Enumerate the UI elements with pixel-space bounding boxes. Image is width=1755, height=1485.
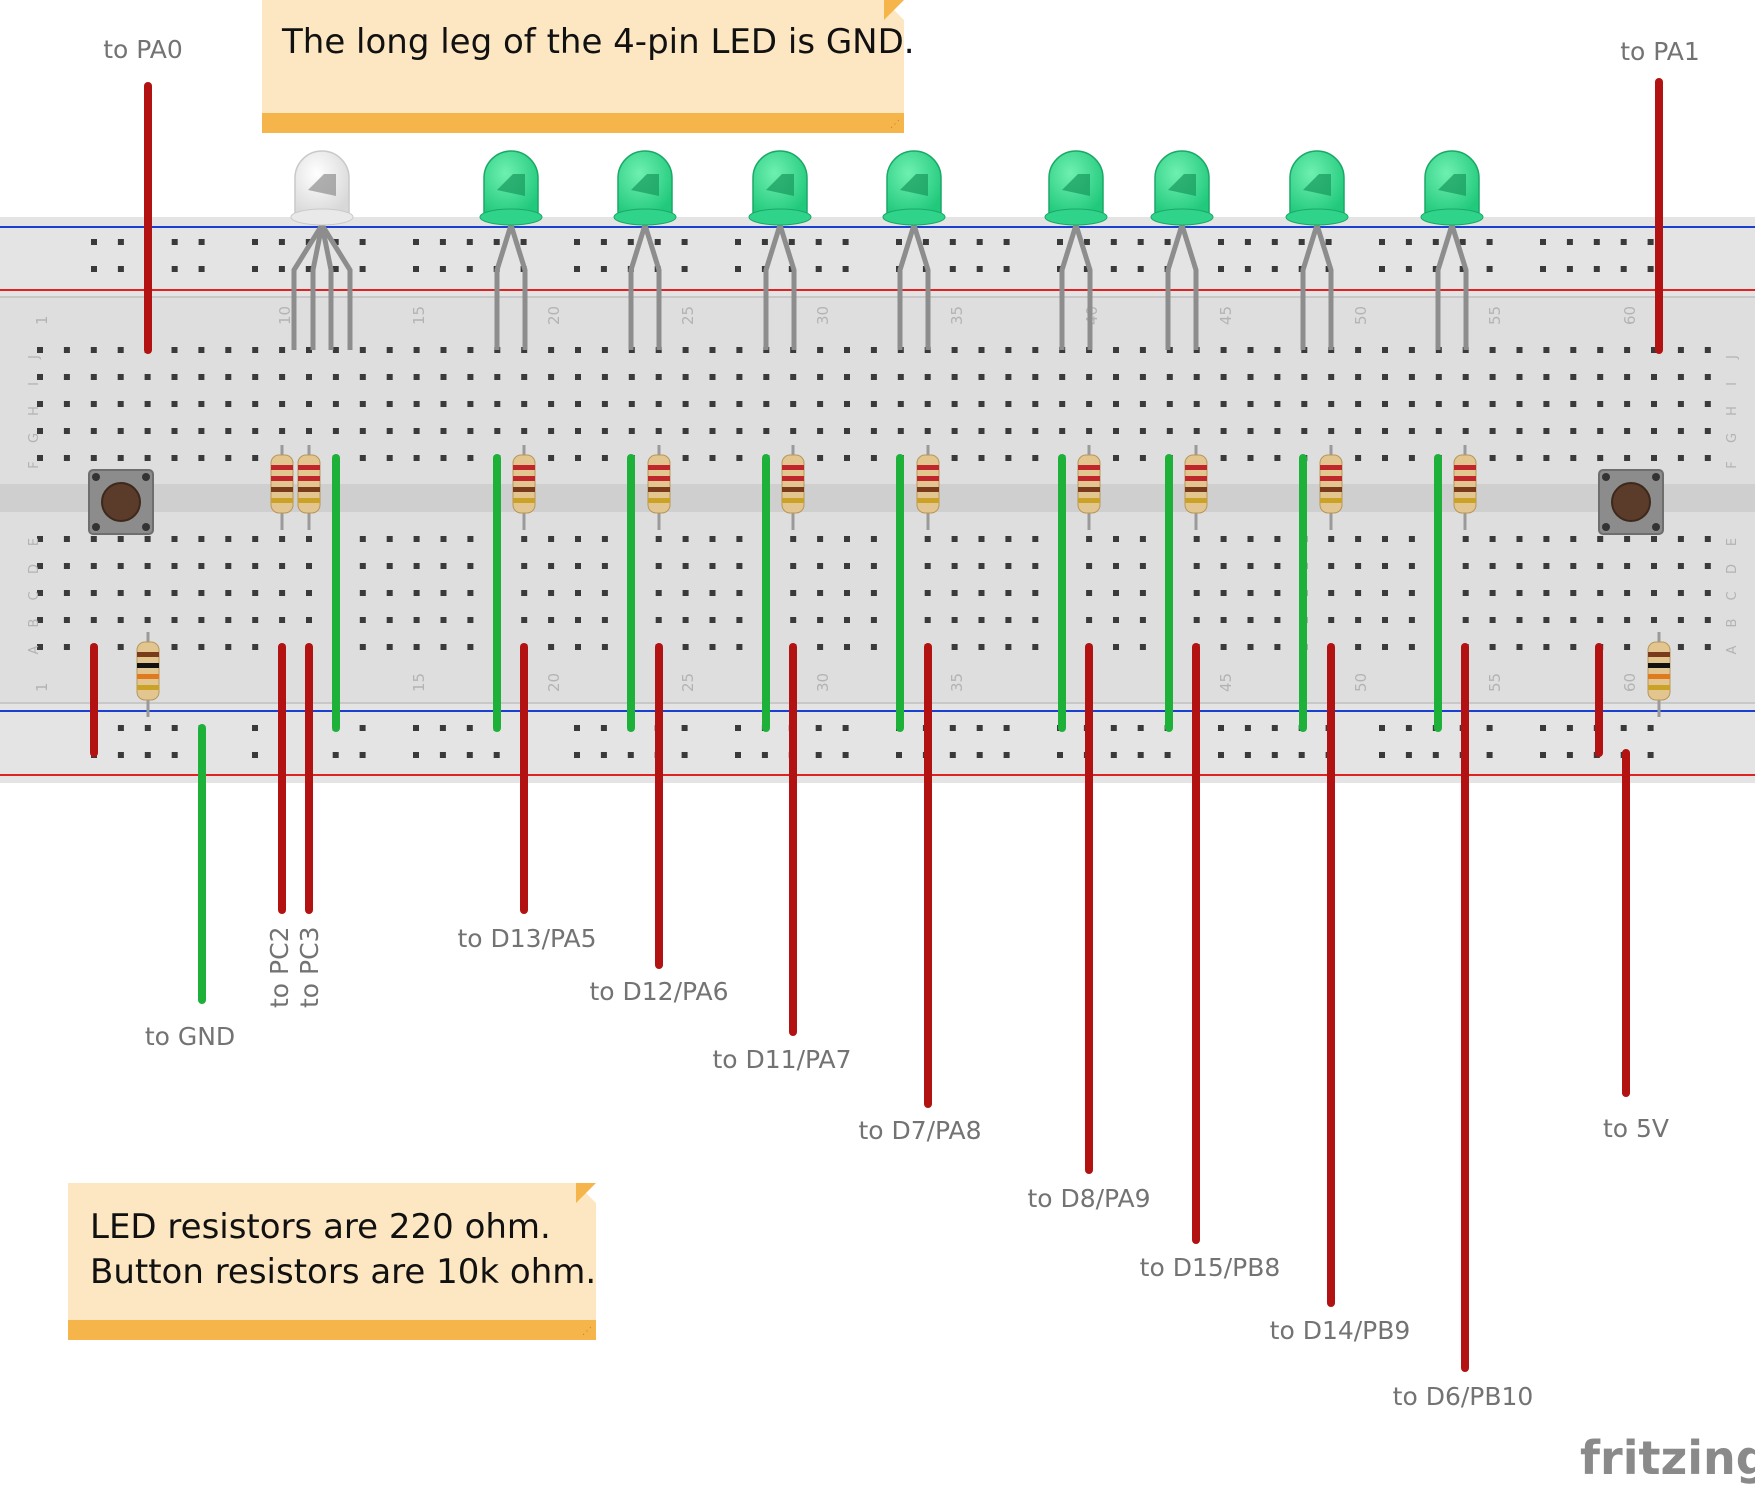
resistor-led2 [647,445,671,530]
col-num-20: 20 [545,306,563,325]
label-5v: to 5V [1603,1114,1669,1143]
row-letter-e: E [27,538,42,546]
col-num-60: 60 [1621,306,1639,325]
resistor-led1 [512,445,536,530]
resistor-led7 [1319,445,1343,530]
row-letter-b-right: B [1725,619,1740,628]
row-letter-a: A [27,645,42,654]
label-d12: to D12/PA6 [589,977,728,1006]
green-led-2 [613,150,677,350]
resistor-button-right [1647,632,1671,717]
green-led-4 [882,150,946,350]
row-letter-d: D [27,564,42,574]
col-num-15: 15 [410,306,428,325]
row-letter-f: F [27,461,42,468]
label-d8: to D8/PA9 [1027,1184,1150,1213]
col-num-35-bottom: 35 [948,673,966,692]
col-num-45-bottom: 45 [1217,673,1235,692]
green-led-1 [479,150,543,350]
resistors [136,445,1671,717]
green-led-7 [1285,150,1349,350]
label-d15: to D15/PB8 [1140,1253,1281,1282]
resistor-rgb-r [270,445,294,530]
resistor-rgb-g [297,445,321,530]
label-d14: to D14/PB9 [1270,1316,1411,1345]
col-num-55-bottom: 55 [1486,673,1504,692]
row-letter-c-right: C [1725,591,1740,600]
fritzing-logo: fritzing [1580,1431,1755,1485]
col-num-35: 35 [948,306,966,325]
note-bottom-resize-grip[interactable]: ⋰ [582,1326,592,1337]
note-top-fold-shade [884,0,904,20]
resistor-button-left [136,632,160,717]
col-num-20-bottom: 20 [545,673,563,692]
resistor-led3 [781,445,805,530]
label-pc3: to PC3 [295,927,324,1008]
row-letter-g: G [27,433,42,443]
col-num-30-bottom: 30 [814,673,832,692]
note-bottom-line1: LED resistors are 220 ohm. [90,1207,551,1247]
row-letter-g-right: G [1725,433,1740,443]
green-led-3 [748,150,812,350]
green-led-8 [1420,150,1484,350]
label-d7: to D7/PA8 [858,1116,981,1145]
col-num-55: 55 [1486,306,1504,325]
col-num-50: 50 [1352,306,1370,325]
label-pa1: to PA1 [1620,37,1700,66]
green-led-5 [1044,150,1108,350]
note-bottom-fold-shade [576,1183,596,1203]
row-letter-f-right: F [1725,461,1740,468]
row-letter-h: H [27,406,42,416]
col-num-60-bottom: 60 [1621,673,1639,692]
note-top-text: The long leg of the 4-pin LED is GND. [282,22,915,62]
resistor-led8 [1453,445,1477,530]
col-num-25: 25 [679,306,697,325]
row-letters: J I H G F E D C B A J I H G F E D C B A [27,355,1740,654]
row-letter-i: I [27,382,42,386]
push-button-left [88,469,154,535]
col-num-15-bottom: 15 [410,673,428,692]
leds [290,150,1484,350]
row-letter-j-right: J [1725,355,1740,360]
note-top-resize-grip[interactable]: ⋰ [890,119,900,130]
col-num-1: 1 [33,315,51,325]
label-d11: to D11/PA7 [712,1045,851,1074]
col-num-10: 10 [276,306,294,325]
jumper-wires [90,454,1603,757]
resistor-led4 [916,445,940,530]
note-bottom-bar [68,1320,596,1340]
label-pc2: to PC2 [265,927,294,1008]
label-d13: to D13/PA5 [457,924,596,953]
row-letter-a-right: A [1725,645,1740,654]
rgb-led [290,150,354,350]
note-bottom-line2: Button resistors are 10k ohm. [90,1252,597,1292]
resistor-led6 [1184,445,1208,530]
col-num-1-bottom: 1 [33,682,51,692]
col-num-45: 45 [1217,306,1235,325]
row-letter-c: C [27,591,42,600]
label-gnd: to GND [145,1022,235,1051]
row-letter-j: J [27,355,42,360]
col-num-30: 30 [814,306,832,325]
resistor-led5 [1077,445,1101,530]
label-pa0: to PA0 [103,35,183,64]
note-top: The long leg of the 4-pin LED is GND. ⋰ [262,0,915,133]
col-num-50-bottom: 50 [1352,673,1370,692]
green-led-6 [1150,150,1214,350]
note-bottom-text: LED resistors are 220 ohm. Button resist… [90,1205,596,1295]
row-letter-e-right: E [1725,538,1740,546]
label-d6: to D6/PB10 [1393,1382,1534,1411]
row-letter-d-right: D [1725,564,1740,574]
note-bottom: LED resistors are 220 ohm. Button resist… [68,1183,596,1340]
row-letter-h-right: H [1725,406,1740,416]
external-wires [144,78,1663,1372]
row-letter-i-right: I [1725,382,1740,386]
breadboard: J I H G F E D C B A J I H G F E D C B A … [0,217,1755,783]
wire-labels: to PA0 to PA1 to GND to PC2 to PC3 to D1… [103,35,1700,1411]
col-num-25-bottom: 25 [679,673,697,692]
push-button-right [1598,469,1664,535]
note-top-bar [262,113,904,133]
row-letter-b: B [27,619,42,628]
